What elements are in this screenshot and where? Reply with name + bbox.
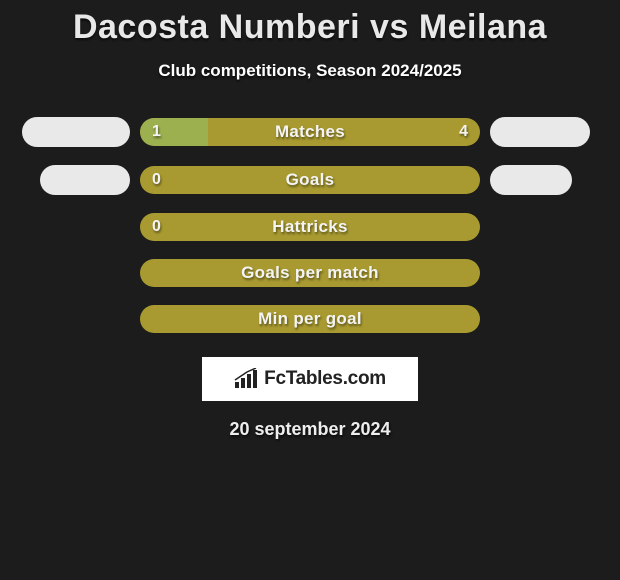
stats-rows: 1 Matches 4 0 Goals 0 Hattricks Goals per match… bbox=[0, 117, 620, 333]
page-title: Dacosta Numberi vs Meilana bbox=[0, 8, 620, 47]
stat-row: 0 Hattricks bbox=[10, 213, 610, 241]
right-bubble bbox=[490, 117, 590, 147]
chart-icon bbox=[234, 368, 258, 390]
stat-row: 0 Goals bbox=[10, 165, 610, 195]
stat-label: Min per goal bbox=[258, 309, 362, 329]
stat-label: Goals bbox=[286, 170, 335, 190]
left-value: 0 bbox=[152, 218, 161, 236]
stat-row: Goals per match bbox=[10, 259, 610, 287]
player2-name: Meilana bbox=[419, 8, 547, 46]
stat-label: Hattricks bbox=[272, 217, 347, 237]
stat-bar: Goals per match bbox=[140, 259, 480, 287]
stat-row: Min per goal bbox=[10, 305, 610, 333]
subtitle: Club competitions, Season 2024/2025 bbox=[0, 61, 620, 81]
comparison-infographic: Dacosta Numberi vs Meilana Club competit… bbox=[0, 0, 620, 440]
right-value: 4 bbox=[459, 123, 468, 141]
stat-row: 1 Matches 4 bbox=[10, 117, 610, 147]
right-bubble bbox=[490, 165, 572, 195]
bar-fill-left bbox=[140, 118, 208, 146]
date-label: 20 september 2024 bbox=[0, 419, 620, 440]
stat-label: Matches bbox=[275, 122, 345, 142]
vs-separator: vs bbox=[370, 8, 409, 46]
stat-bar: 1 Matches 4 bbox=[140, 118, 480, 146]
player1-name: Dacosta Numberi bbox=[73, 8, 360, 46]
left-bubble bbox=[22, 117, 130, 147]
stat-bar: 0 Hattricks bbox=[140, 213, 480, 241]
logo-text: FcTables.com bbox=[264, 368, 386, 390]
stat-bar: 0 Goals bbox=[140, 166, 480, 194]
left-bubble bbox=[40, 165, 130, 195]
stat-label: Goals per match bbox=[241, 263, 379, 283]
logo-box: FcTables.com bbox=[202, 357, 418, 401]
left-value: 1 bbox=[152, 123, 161, 141]
left-value: 0 bbox=[152, 171, 161, 189]
stat-bar: Min per goal bbox=[140, 305, 480, 333]
